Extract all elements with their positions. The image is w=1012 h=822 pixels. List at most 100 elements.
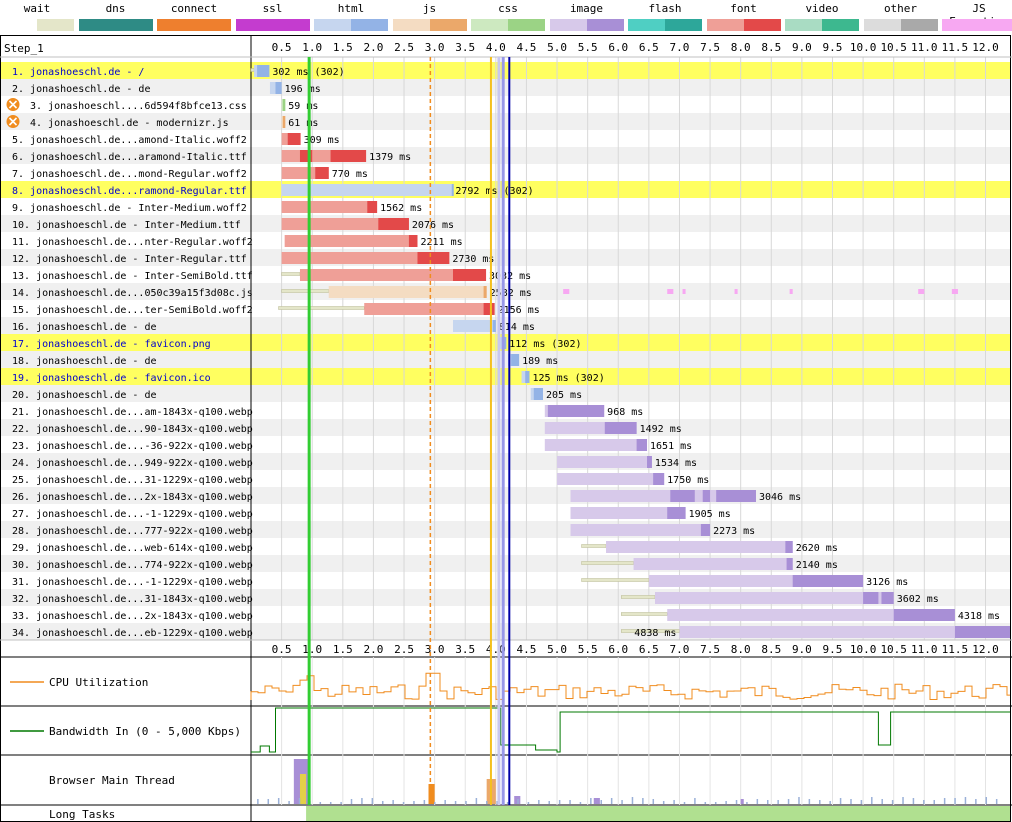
x-tick-label-bottom: 0.5 (272, 643, 292, 656)
main-thread-tick (340, 802, 342, 804)
request-timing: 3602 ms (897, 594, 939, 605)
legend-label: wait (23, 2, 51, 15)
main-thread-activity (299, 774, 307, 804)
request-bar (281, 218, 409, 230)
main-thread-tick (517, 799, 519, 804)
legend-item: connect (157, 0, 231, 32)
main-thread-tick (652, 799, 655, 804)
main-thread-tick (465, 801, 467, 804)
download-bar (863, 592, 879, 604)
x-tick-label: 0.5 (272, 41, 292, 54)
main-thread-tick (673, 800, 675, 804)
main-thread-tick (995, 799, 998, 804)
main-thread-tick (475, 798, 478, 804)
legend-swatch (314, 19, 388, 31)
request-label: 11. jonashoeschl.de...nter-Regular.woff2 (12, 237, 253, 248)
main-thread-tick (850, 799, 852, 804)
request-label: 8. jonashoeschl.de...ramond-Regular.ttf (12, 186, 247, 197)
request-bar (667, 609, 955, 621)
request-label: 25. jonashoeschl.de...31-1229x-q100.webp (12, 475, 253, 486)
js-execution-mark (951, 289, 958, 294)
request-row: 8. jonashoeschl.de...ramond-Regular.ttf 2… (12, 184, 534, 197)
js-execution-mark (734, 289, 738, 294)
legend-swatch (235, 19, 310, 31)
main-thread-activity (428, 784, 435, 804)
request-label: 27. jonashoeschl.de...-1-1229x-q100.webp (12, 509, 253, 520)
legend-item: dns (78, 0, 153, 32)
request-row: 25. jonashoeschl.de...31-1229x-q100.webp… (12, 473, 709, 486)
main-thread-tick (381, 801, 384, 804)
legend-item: font (706, 0, 781, 32)
legend-label: ssl (262, 2, 283, 15)
request-timing: 4838 ms (634, 628, 676, 639)
request-bar (452, 320, 496, 332)
request-label: 12. jonashoeschl.de - Inter-Regular.ttf (12, 254, 247, 265)
request-timing: 2620 ms (796, 543, 838, 554)
x-tick-label-bottom: 3.5 (455, 643, 475, 656)
main-thread-tick (298, 798, 301, 804)
request-timing: 205 ms (546, 390, 582, 401)
request-timing: 1651 ms (650, 441, 692, 452)
main-thread-tick (350, 799, 353, 804)
row-background (1, 79, 1010, 96)
x-tick-label: 4.5 (517, 41, 537, 54)
main-thread-tick (902, 797, 904, 804)
main-thread-tick (257, 799, 259, 804)
request-label: 10. jonashoeschl.de - Inter-Medium.ttf (12, 220, 241, 231)
legend-swatch (392, 19, 467, 31)
x-tick-label-bottom: 8.5 (761, 643, 781, 656)
x-tick-label-bottom: 2.5 (394, 643, 414, 656)
request-row: 7. jonashoeschl.de...mond-Regular.woff2 7… (12, 167, 368, 180)
request-row: 14. jonashoeschl.de...050c39a15f3d08c.js… (12, 286, 958, 299)
main-thread-tick (787, 799, 790, 804)
row-background (1, 436, 1010, 453)
x-tick-label-bottom: 10.0 (850, 643, 877, 656)
request-row: 10. jonashoeschl.de - Inter-Medium.ttf 20… (12, 218, 454, 231)
download-bar (408, 235, 418, 247)
main-thread-tick (329, 802, 332, 804)
main-thread-tick (954, 798, 956, 804)
row-background (1, 368, 1010, 385)
x-tick-label-bottom: 4.5 (517, 643, 537, 656)
x-tick-label: 6.5 (639, 41, 659, 54)
request-label: 22. jonashoeschl.de...90-1843x-q100.webp (12, 424, 253, 435)
request-row: 20. jonashoeschl.de - de 205 ms (12, 388, 582, 401)
x-tick-label-bottom: 12.0 (972, 643, 999, 656)
main-thread-tick (683, 802, 686, 804)
legend-swatch (706, 19, 781, 31)
request-row: 11. jonashoeschl.de...nter-Regular.woff2… (12, 235, 463, 248)
legend-item: video (785, 0, 859, 32)
row-background (1, 96, 1010, 113)
main-thread-tick (975, 799, 977, 804)
request-timing: 1492 ms (640, 424, 682, 435)
x-tick-label-bottom: 8.0 (731, 643, 751, 656)
main-thread-tick (548, 801, 550, 804)
row-background (1, 385, 1010, 402)
request-row: 29. jonashoeschl.de...web-614x-q100.webp… (12, 541, 838, 554)
row-background (1, 147, 1010, 164)
legend-swatch (78, 19, 153, 31)
x-tick-label-bottom: 7.5 (700, 643, 720, 656)
main-thread-tick (413, 801, 415, 804)
request-bar (281, 184, 453, 196)
main-thread-tick (434, 802, 436, 804)
row-background (1, 130, 1010, 147)
main-thread-tick (964, 797, 967, 804)
x-tick-label-bottom: 5.5 (578, 643, 598, 656)
request-bar (284, 235, 418, 247)
request-label: 20. jonashoeschl.de - de (12, 390, 157, 401)
download-bar (716, 490, 756, 502)
request-bar (328, 286, 487, 298)
request-label: 19. jonashoeschl.de - favicon.ico (12, 373, 211, 384)
legend-swatch (785, 19, 859, 31)
legend-label: image (569, 2, 604, 15)
download-bar (785, 541, 793, 553)
legend-item: JS Execution (942, 0, 1012, 32)
main-thread-tick (933, 800, 935, 804)
request-bar (281, 252, 450, 264)
request-timing: 61 ms (288, 118, 318, 129)
legend-label: other (883, 2, 918, 15)
main-thread-tick (288, 801, 290, 804)
main-thread-activity (740, 799, 744, 804)
